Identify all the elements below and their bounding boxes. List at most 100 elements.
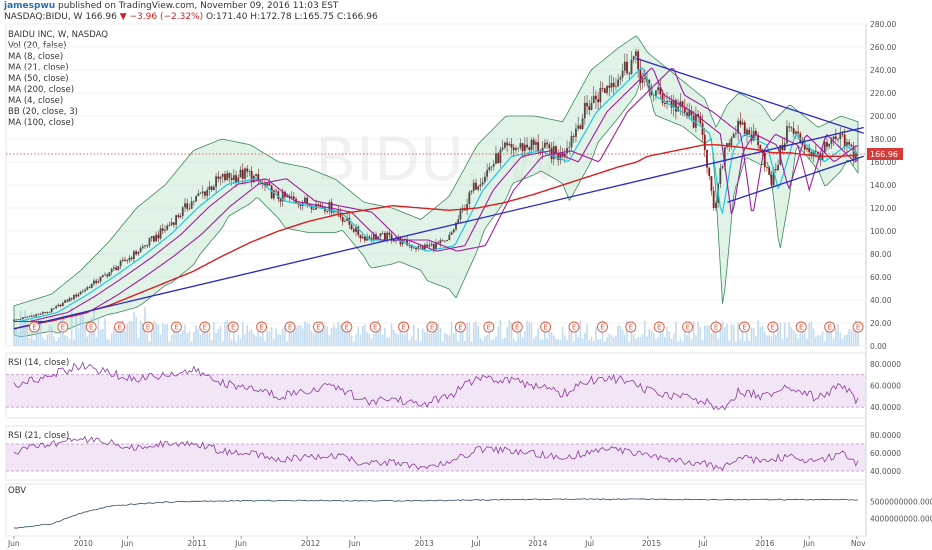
candle-body [208,186,211,190]
earnings-marker-label: E [146,324,150,332]
volume-bar [341,324,344,346]
volume-bar [755,336,757,346]
volume-bar [475,321,477,346]
earnings-marker-icon [568,321,580,333]
symbol-label[interactable]: NASDAQ:BIDU, W [4,12,83,22]
volume-bar [419,341,422,346]
earnings-marker-label: E [174,324,178,332]
volume-bar [555,339,557,346]
candle-body [848,141,851,145]
candle-body [219,176,222,179]
earnings-marker-icon [454,321,466,333]
indicator-item[interactable]: MA (200, close) [8,85,75,95]
candle-body [590,102,593,110]
volume-bar [832,338,835,346]
x-tick-label: Jun [348,539,361,548]
candle-body [768,167,771,175]
volume-bar [617,325,619,346]
volume-bar [386,338,388,346]
candle-body [743,122,746,136]
indicator-item[interactable]: MA (8, close) [8,52,64,62]
volume-bar [164,325,166,346]
obv-label[interactable]: OBV [8,486,27,496]
indicator-item[interactable]: MA (100, close) [8,118,75,128]
volume-bar [699,326,702,346]
candle-body [88,287,91,289]
volume-bar [166,324,169,346]
volume-bar [677,341,679,346]
candle-body [130,257,133,260]
volume-bar [219,326,222,346]
indicator-item[interactable]: BAIDU INC, W, NASDAQ [8,30,108,40]
candle-body [599,88,602,103]
rsi-line [13,436,859,472]
candle-body [579,125,582,129]
candle-body [714,203,717,208]
candle-body [137,252,140,255]
candle-body [732,133,735,139]
price-change: −3.96 (−2.32%) [129,12,204,22]
candle-body [228,173,231,178]
candle-body [759,145,762,150]
volume-bar [457,341,460,346]
volume-bar [110,333,113,346]
author-name[interactable]: jamespwu [4,1,56,11]
x-tick-label: 2012 [301,539,320,548]
volume-bar [230,339,233,346]
candle-body [210,186,213,190]
candle-body [272,190,275,199]
candle-body [237,177,240,183]
volume-bar [375,329,377,346]
volume-bar [715,320,717,346]
rsi14-label[interactable]: RSI (14, close) [8,358,70,368]
volume-bar [506,327,508,346]
volume-bar [73,339,75,346]
indicator-item[interactable]: MA (50, close) [8,74,69,84]
candle-body [812,150,815,156]
volume-bar [670,338,673,346]
volume-bar [606,337,608,346]
candle-body [35,314,38,317]
earnings-marker-icon [483,321,495,333]
candle-body [299,204,302,207]
volume-bar [137,337,140,346]
volume-bar [126,323,129,346]
earnings-marker-label: E [117,324,121,332]
volume-bar [102,329,104,346]
candle-body [628,73,631,75]
volume-bar [415,340,417,346]
volume-bar [841,338,844,346]
y-tick-label: 80.00 [870,250,892,259]
candle-body [406,239,409,246]
volume-bar [621,330,624,346]
y-tick-label: 80.0000 [870,431,901,440]
rsi21-label[interactable]: RSI (21, close) [8,431,70,441]
candle-body [204,191,206,196]
volume-bar [610,335,613,346]
candle-body [610,82,613,88]
candle-body [197,193,200,197]
candle-body [292,196,295,199]
volume-bar [373,334,375,346]
volume-bar [435,322,437,346]
y-tick-label: 260.00 [870,43,896,52]
earnings-marker-label: E [458,324,462,332]
indicator-item[interactable]: MA (21, close) [8,63,69,73]
volume-bar [261,321,264,346]
candle-body [290,196,293,198]
candle-body [144,245,146,247]
indicator-item[interactable]: Vol (20, false) [8,41,67,51]
candle-body [275,190,277,192]
volume-bar [42,337,44,346]
volume-bar [124,331,126,346]
candle-body [266,183,269,186]
candle-body [199,193,202,195]
volume-bar [464,340,466,346]
volume-bar [28,337,31,346]
candle-body [244,168,246,179]
indicator-item[interactable]: BB (20, close, 3) [8,107,78,117]
volume-bar [399,322,402,346]
volume-bar [615,335,617,346]
indicator-item[interactable]: MA (4, close) [8,96,64,106]
